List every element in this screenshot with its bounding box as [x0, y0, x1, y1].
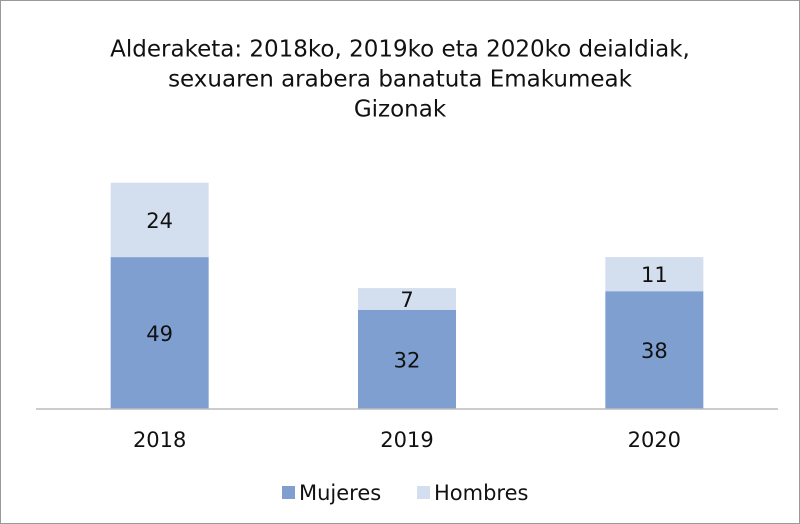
data-label: 11 — [641, 263, 668, 287]
chart-title: Gizonak — [354, 97, 447, 123]
bar-segment — [110, 257, 209, 409]
bar-segment — [605, 257, 704, 292]
data-label: 49 — [146, 322, 173, 346]
bar-segment — [358, 309, 456, 409]
data-label: 32 — [394, 348, 421, 372]
x-tick-label: 2020 — [628, 428, 681, 452]
chart-title: Alderaketa: 2018ko, 2019ko eta 2020ko de… — [110, 37, 690, 63]
chart-title: sexuaren arabera banatuta Emakumeak — [168, 67, 633, 93]
data-label: 24 — [146, 209, 173, 233]
legend-swatch — [417, 486, 430, 499]
data-label: 7 — [400, 288, 413, 312]
bar-segment — [110, 182, 209, 258]
bar-segment — [358, 288, 456, 310]
data-label: 38 — [641, 339, 668, 363]
x-tick-label: 2019 — [380, 428, 433, 452]
legend-swatch — [282, 486, 295, 499]
legend-label: Mujeres — [299, 481, 381, 505]
legend-label: Hombres — [434, 481, 528, 505]
x-tick-label: 2018 — [133, 428, 186, 452]
bar-segment — [605, 291, 704, 409]
